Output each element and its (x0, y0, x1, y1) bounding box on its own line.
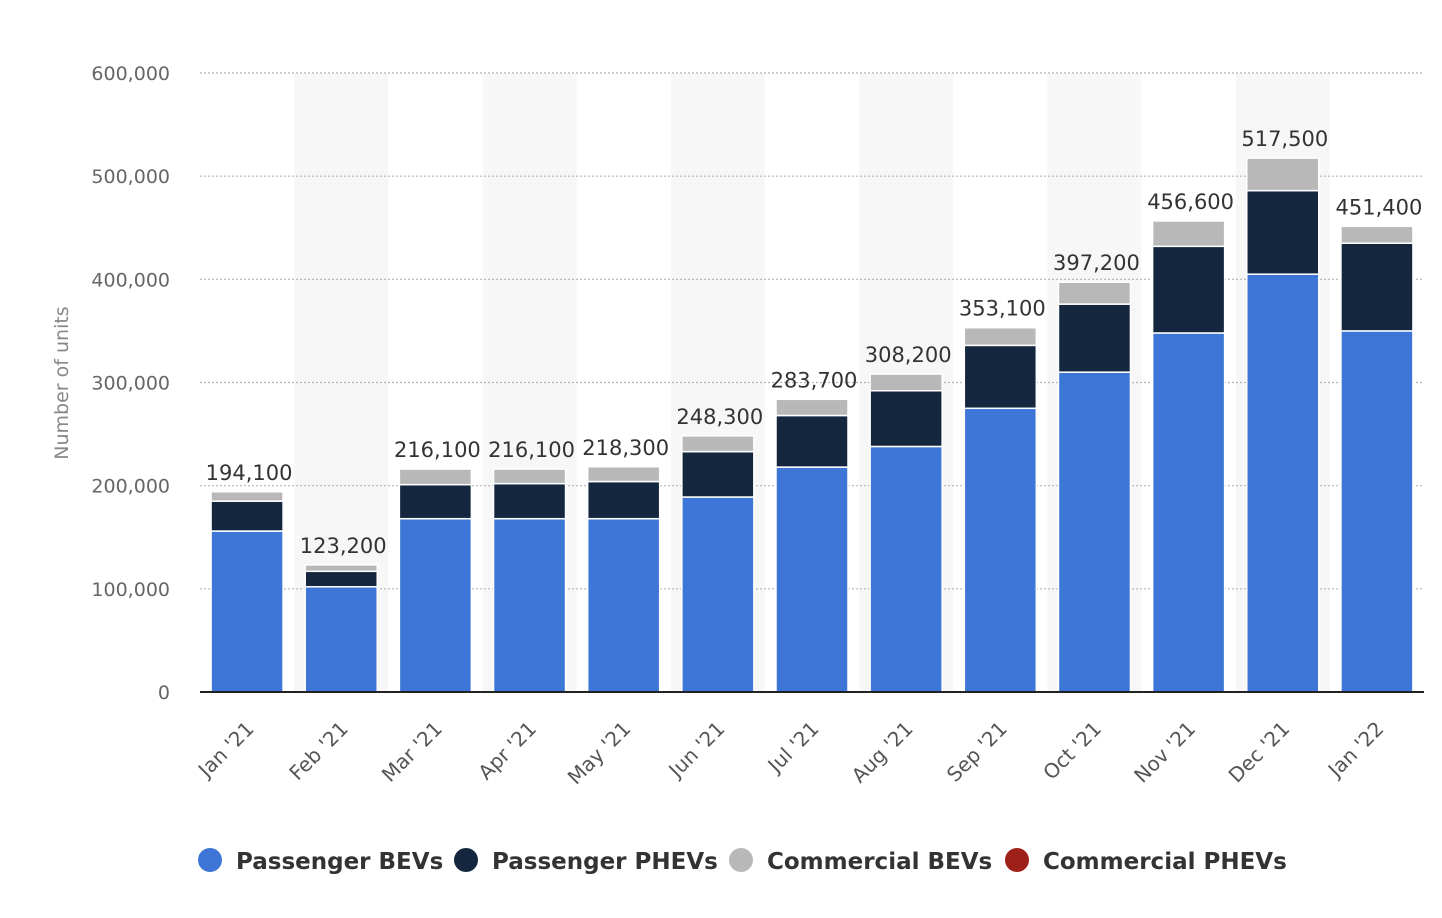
bar-segment[interactable] (1057, 281, 1132, 305)
bar-segment[interactable] (681, 435, 755, 453)
legend-label: Commercial BEVs (767, 849, 992, 875)
bar-segment[interactable] (210, 491, 284, 502)
bar-segment[interactable] (869, 373, 943, 392)
total-label: 451,400 (1336, 195, 1423, 219)
total-label: 283,700 (771, 368, 858, 392)
total-label: 248,300 (676, 405, 763, 429)
bar-segment[interactable] (1151, 332, 1226, 693)
legend-item[interactable]: Passenger PHEVs (454, 848, 718, 875)
legend-item[interactable]: Commercial PHEVs (1005, 848, 1287, 875)
x-tick-label: May '21 (563, 717, 636, 790)
x-tick-label: Jun '21 (663, 717, 730, 784)
bar-segment[interactable] (1246, 273, 1320, 693)
total-labels: 194,100 123,200 216,100 216,100 218,300 248,3… (206, 127, 1423, 558)
x-axis-ticks: Jan '21 Feb '21 Mar '21 Apr '21 May '21 Jun '… (192, 717, 1388, 790)
x-tick-label: Nov '21 (1129, 717, 1200, 788)
bar-segment[interactable] (963, 407, 1038, 693)
bar-segment[interactable] (210, 500, 284, 532)
legend-swatch (454, 848, 478, 872)
bar-segment[interactable] (492, 482, 567, 520)
y-axis-ticks: 0 100,000 200,000 300,000 400,000 500,000 600,… (91, 63, 170, 704)
bar-segment[interactable] (586, 517, 661, 693)
total-label: 216,100 (394, 438, 481, 462)
bar-segment[interactable] (681, 496, 755, 693)
y-tick-label: 200,000 (91, 476, 170, 498)
bar-segment[interactable] (398, 483, 473, 520)
y-tick-label: 100,000 (91, 579, 170, 601)
total-label: 218,300 (582, 436, 669, 460)
total-label: 308,200 (865, 343, 952, 367)
x-tick-label: Dec '21 (1224, 717, 1295, 788)
total-label: 456,600 (1147, 190, 1234, 214)
total-label: 194,100 (206, 461, 293, 485)
legend-label: Commercial PHEVs (1043, 849, 1287, 875)
bar-segment[interactable] (963, 326, 1038, 347)
bar-segment[interactable] (398, 517, 473, 693)
bar-segment[interactable] (869, 390, 943, 448)
bar-segment[interactable] (681, 450, 755, 498)
bars (210, 157, 1414, 693)
bar-segment[interactable] (304, 564, 378, 573)
x-tick-label: Jul '21 (762, 717, 824, 779)
bar-segment[interactable] (1246, 189, 1320, 275)
bar-segment[interactable] (492, 517, 567, 693)
y-tick-label: 400,000 (91, 269, 170, 291)
total-label: 397,200 (1053, 251, 1140, 275)
bar-segment[interactable] (1246, 157, 1320, 192)
bar-segment[interactable] (1057, 303, 1132, 373)
legend-item[interactable]: Passenger BEVs (198, 848, 443, 875)
total-label: 216,100 (488, 438, 575, 462)
bar-segment[interactable] (304, 570, 378, 588)
x-tick-label: Aug '21 (847, 717, 918, 788)
legend-item[interactable]: Commercial BEVs (729, 848, 992, 875)
bar-segment[interactable] (586, 480, 661, 520)
bar-segment[interactable] (1340, 225, 1414, 244)
x-tick-label: Jan '22 (1322, 717, 1389, 784)
total-label: 123,200 (300, 534, 387, 558)
legend-label: Passenger PHEVs (492, 849, 718, 875)
bar-segment[interactable] (1151, 220, 1226, 248)
bar-segment[interactable] (586, 466, 661, 483)
x-tick-label: Feb '21 (284, 717, 352, 785)
y-tick-label: 300,000 (91, 373, 170, 395)
legend-swatch (198, 848, 222, 872)
bar-segment[interactable] (1057, 371, 1132, 693)
legend-label: Passenger BEVs (236, 849, 443, 875)
bar-segment[interactable] (963, 344, 1038, 410)
bar-segment[interactable] (1340, 330, 1414, 693)
bar-segment[interactable] (1340, 242, 1414, 332)
legend-swatch (729, 848, 753, 872)
x-tick-label: Oct '21 (1038, 717, 1106, 785)
x-tick-label: Sep '21 (942, 717, 1012, 787)
bar-segment[interactable] (398, 468, 473, 486)
bar-segment[interactable] (1151, 245, 1226, 334)
y-tick-label: 600,000 (91, 63, 170, 85)
legend-swatch (1005, 848, 1029, 872)
bar-segment[interactable] (304, 586, 378, 693)
bar-segment[interactable] (492, 468, 567, 485)
y-tick-label: 0 (158, 682, 170, 704)
bar-segment[interactable] (775, 466, 849, 693)
total-label: 517,500 (1241, 127, 1328, 151)
bar-segment[interactable] (775, 414, 849, 468)
total-label: 353,100 (959, 297, 1046, 321)
bar-segment[interactable] (775, 398, 849, 417)
x-tick-label: Apr '21 (473, 717, 541, 785)
bar-segment[interactable] (869, 445, 943, 693)
y-axis-title: Number of units (51, 306, 73, 459)
bar-segment[interactable] (210, 530, 284, 693)
y-tick-label: 500,000 (91, 166, 170, 188)
legend: Passenger BEVs Passenger PHEVs Commercial … (198, 848, 1287, 875)
x-tick-label: Jan '21 (192, 717, 259, 784)
x-tick-label: Mar '21 (377, 717, 447, 787)
